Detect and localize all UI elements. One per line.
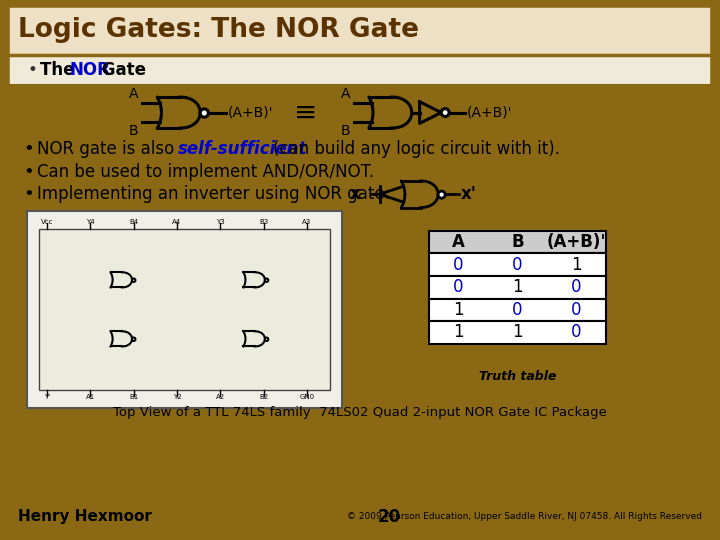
Text: Implementing an inverter using NOR gate:: Implementing an inverter using NOR gate: — [37, 185, 391, 203]
FancyBboxPatch shape — [429, 321, 606, 344]
Text: •: • — [24, 140, 35, 158]
Circle shape — [438, 191, 445, 198]
Text: 0: 0 — [571, 323, 582, 341]
Circle shape — [265, 338, 269, 341]
Text: Top View of a TTL 74LS family  74LS02 Quad 2-input NOR Gate IC Package: Top View of a TTL 74LS family 74LS02 Qua… — [113, 406, 607, 419]
Text: 0: 0 — [571, 278, 582, 296]
Text: A: A — [129, 87, 138, 102]
FancyBboxPatch shape — [429, 231, 606, 253]
Circle shape — [441, 109, 449, 117]
Text: (A+B)': (A+B)' — [467, 105, 513, 119]
Text: •: • — [24, 163, 35, 180]
Text: B: B — [341, 124, 350, 138]
Text: x': x' — [461, 185, 477, 203]
Text: •: • — [27, 61, 37, 79]
Text: Vcc: Vcc — [41, 219, 53, 225]
Text: A2: A2 — [216, 394, 225, 400]
Text: self-sufficient: self-sufficient — [178, 140, 307, 158]
FancyBboxPatch shape — [429, 253, 606, 276]
Text: Logic Gates: The NOR Gate: Logic Gates: The NOR Gate — [17, 17, 418, 43]
FancyBboxPatch shape — [6, 4, 714, 56]
Text: Henry Hexmoor: Henry Hexmoor — [17, 509, 151, 524]
Text: GN0: GN0 — [300, 394, 315, 400]
Text: Can be used to implement AND/OR/NOT.: Can be used to implement AND/OR/NOT. — [37, 163, 374, 180]
Text: B: B — [129, 124, 138, 138]
Text: 1: 1 — [512, 323, 523, 341]
Text: (A+B)': (A+B)' — [228, 105, 274, 119]
Text: A4: A4 — [172, 219, 181, 225]
Text: B1: B1 — [129, 394, 138, 400]
Text: 0: 0 — [453, 255, 464, 274]
Text: A3: A3 — [302, 219, 312, 225]
Text: Y2: Y2 — [173, 394, 181, 400]
Text: 0: 0 — [571, 301, 582, 319]
Text: 20: 20 — [378, 508, 401, 526]
Text: Truth table: Truth table — [479, 370, 556, 383]
Text: 0: 0 — [453, 278, 464, 296]
Text: © 2009 Pearson Education, Upper Saddle River, NJ 07458. All Rights Reserved: © 2009 Pearson Education, Upper Saddle R… — [348, 512, 703, 522]
Text: Y3: Y3 — [216, 219, 225, 225]
Text: 1: 1 — [453, 301, 464, 319]
Text: A: A — [452, 233, 465, 251]
Text: •: • — [24, 185, 35, 203]
Text: 1: 1 — [453, 323, 464, 341]
Circle shape — [132, 279, 135, 282]
Text: A1: A1 — [86, 394, 95, 400]
Text: (can build any logic circuit with it).: (can build any logic circuit with it). — [274, 140, 560, 158]
Text: Y': Y' — [44, 394, 50, 400]
Text: NOR: NOR — [70, 61, 111, 79]
Text: 0: 0 — [512, 255, 523, 274]
Text: B4: B4 — [129, 219, 138, 225]
Text: B3: B3 — [259, 219, 268, 225]
Text: ≡: ≡ — [294, 99, 318, 126]
Text: NOR gate is also: NOR gate is also — [37, 140, 174, 158]
FancyBboxPatch shape — [429, 276, 606, 299]
Text: x: x — [349, 185, 360, 203]
Text: 0: 0 — [512, 301, 523, 319]
FancyBboxPatch shape — [27, 211, 342, 408]
Text: A: A — [341, 87, 350, 102]
FancyBboxPatch shape — [6, 56, 714, 85]
Circle shape — [200, 109, 208, 117]
Text: The: The — [40, 61, 81, 79]
Text: Y4: Y4 — [86, 219, 95, 225]
Text: 1: 1 — [571, 255, 582, 274]
Text: Gate: Gate — [96, 61, 146, 79]
Text: 1: 1 — [512, 278, 523, 296]
Circle shape — [265, 279, 269, 282]
FancyBboxPatch shape — [429, 299, 606, 321]
Text: (A+B)': (A+B)' — [546, 233, 606, 251]
Circle shape — [132, 338, 135, 341]
FancyBboxPatch shape — [39, 228, 330, 390]
Text: B: B — [511, 233, 523, 251]
Text: B2: B2 — [259, 394, 268, 400]
